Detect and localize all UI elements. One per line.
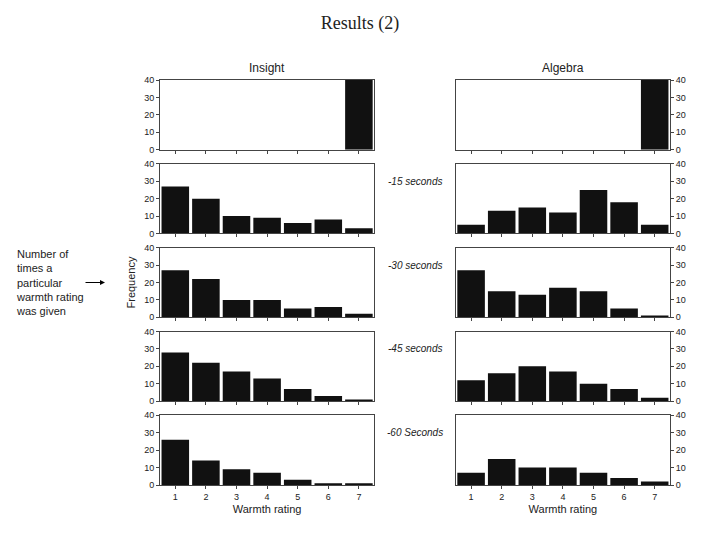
svg-text:4: 4	[560, 492, 565, 502]
svg-text:30: 30	[144, 176, 154, 186]
svg-text:-45 seconds: -45 seconds	[388, 343, 442, 354]
svg-text:30: 30	[676, 176, 686, 186]
svg-text:10: 10	[676, 295, 686, 305]
svg-text:40: 40	[144, 410, 154, 420]
svg-text:6: 6	[326, 492, 331, 502]
svg-text:30: 30	[676, 344, 686, 354]
svg-text:10: 10	[144, 211, 154, 221]
svg-text:Number oftimes aparticularwarm: Number oftimes aparticularwarmth ratingw…	[16, 248, 84, 317]
svg-text:40: 40	[144, 243, 154, 253]
svg-text:-60 Seconds: -60 Seconds	[387, 427, 443, 438]
svg-text:40: 40	[144, 159, 154, 169]
svg-text:0: 0	[676, 396, 681, 406]
svg-text:30: 30	[144, 93, 154, 103]
svg-text:4: 4	[265, 492, 270, 502]
svg-text:7: 7	[356, 492, 361, 502]
svg-text:30: 30	[676, 260, 686, 270]
svg-text:0: 0	[149, 312, 154, 322]
svg-text:20: 20	[144, 278, 154, 288]
svg-text:20: 20	[676, 445, 686, 455]
svg-text:1: 1	[469, 492, 474, 502]
svg-text:20: 20	[144, 361, 154, 371]
svg-text:2: 2	[499, 492, 504, 502]
svg-text:20: 20	[676, 194, 686, 204]
svg-text:-30 seconds: -30 seconds	[388, 260, 442, 271]
svg-text:30: 30	[676, 428, 686, 438]
svg-text:10: 10	[144, 379, 154, 389]
svg-text:Warmth rating: Warmth rating	[233, 503, 302, 515]
svg-text:10: 10	[676, 211, 686, 221]
svg-text:0: 0	[149, 229, 154, 239]
svg-text:Algebra: Algebra	[542, 61, 584, 75]
svg-text:30: 30	[144, 344, 154, 354]
svg-text:5: 5	[295, 492, 300, 502]
svg-text:10: 10	[676, 463, 686, 473]
svg-text:3: 3	[530, 492, 535, 502]
svg-text:10: 10	[676, 127, 686, 137]
svg-text:Warmth rating: Warmth rating	[529, 503, 598, 515]
svg-text:3: 3	[234, 492, 239, 502]
svg-text:5: 5	[591, 492, 596, 502]
svg-text:Frequency: Frequency	[125, 256, 137, 308]
svg-text:0: 0	[149, 396, 154, 406]
svg-text:40: 40	[144, 75, 154, 85]
svg-text:40: 40	[676, 243, 686, 253]
svg-text:-15 seconds: -15 seconds	[388, 176, 442, 187]
svg-text:30: 30	[144, 428, 154, 438]
svg-text:10: 10	[144, 463, 154, 473]
svg-text:0: 0	[149, 145, 154, 155]
svg-text:20: 20	[144, 194, 154, 204]
svg-text:6: 6	[622, 492, 627, 502]
svg-text:0: 0	[676, 312, 681, 322]
svg-text:20: 20	[144, 445, 154, 455]
svg-text:0: 0	[676, 229, 681, 239]
svg-text:40: 40	[676, 327, 686, 337]
svg-text:20: 20	[676, 278, 686, 288]
svg-text:1: 1	[173, 492, 178, 502]
svg-text:40: 40	[676, 410, 686, 420]
svg-text:Results (2): Results (2)	[321, 13, 400, 34]
svg-text:40: 40	[676, 159, 686, 169]
svg-text:0: 0	[676, 145, 681, 155]
svg-text:20: 20	[676, 110, 686, 120]
svg-text:0: 0	[149, 480, 154, 490]
svg-text:10: 10	[144, 127, 154, 137]
svg-text:2: 2	[203, 492, 208, 502]
svg-text:Insight: Insight	[249, 61, 285, 75]
svg-text:30: 30	[676, 93, 686, 103]
svg-text:20: 20	[144, 110, 154, 120]
svg-text:30: 30	[144, 260, 154, 270]
svg-text:40: 40	[144, 327, 154, 337]
svg-text:40: 40	[676, 75, 686, 85]
svg-text:7: 7	[652, 492, 657, 502]
svg-text:10: 10	[676, 379, 686, 389]
svg-text:10: 10	[144, 295, 154, 305]
svg-text:20: 20	[676, 361, 686, 371]
svg-text:0: 0	[676, 480, 681, 490]
